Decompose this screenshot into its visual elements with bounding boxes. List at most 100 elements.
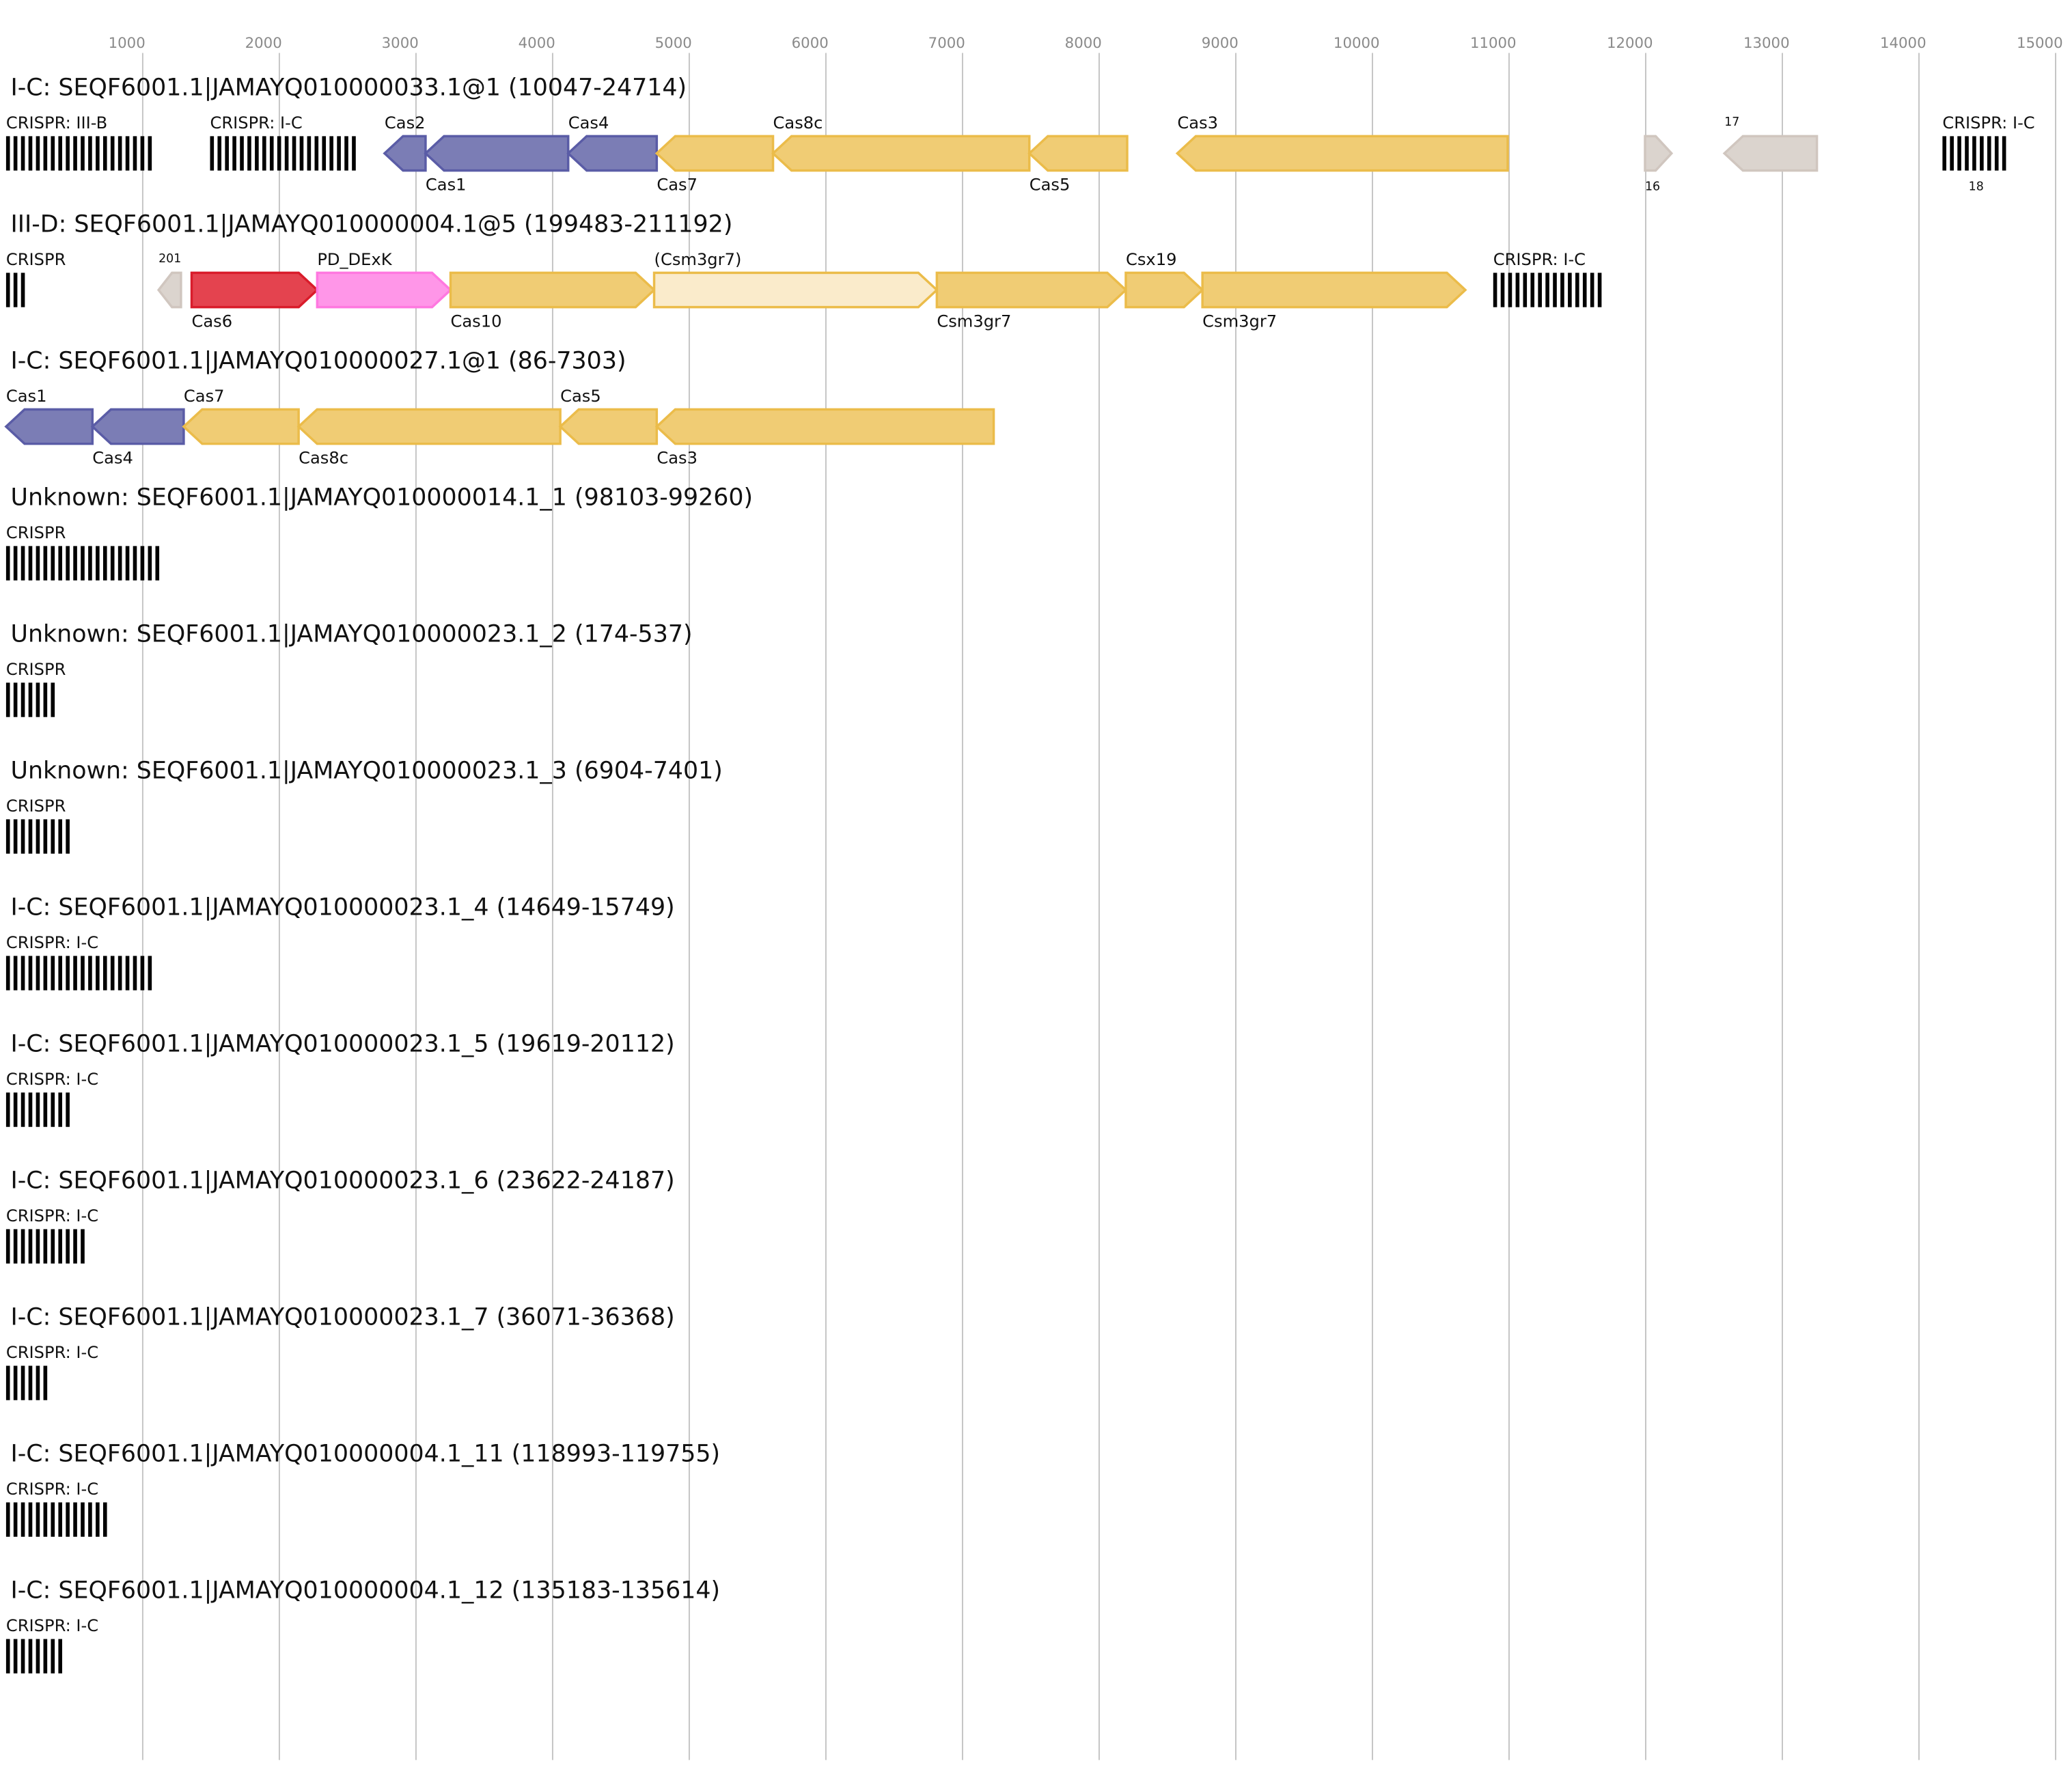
crispr-repeat bbox=[299, 136, 304, 171]
crispr-array[interactable]: CRISPR: I-C bbox=[5, 933, 152, 990]
gene-cas5[interactable]: Cas5 bbox=[1027, 135, 1129, 195]
crispr-array[interactable]: CRISPR: I-C 18 bbox=[1942, 113, 2035, 194]
crispr-array[interactable]: CRISPR: I-C bbox=[5, 1343, 98, 1400]
crispr-repeat bbox=[28, 1639, 33, 1674]
gene-cas6[interactable]: Cas6 bbox=[190, 271, 319, 331]
crispr-repeat bbox=[110, 546, 115, 581]
gene-cas10[interactable]: Cas10 bbox=[449, 271, 657, 331]
crispr-repeat bbox=[5, 1502, 10, 1537]
crispr-repeat bbox=[36, 819, 40, 854]
gene-cas1[interactable]: Cas1 bbox=[4, 387, 94, 445]
crispr-repeat bbox=[43, 1092, 48, 1127]
crispr-repeat bbox=[36, 1639, 40, 1674]
gene-label: Cas7 bbox=[184, 387, 225, 406]
locus-title: I-C: SEQF6001.1|JAMAYQ010000004.1_11 (11… bbox=[10, 1440, 720, 1467]
gene-cas7[interactable]: Cas7 bbox=[182, 387, 300, 445]
gene-17[interactable]: 17 bbox=[1722, 115, 1819, 172]
gene-label: PD_DExK bbox=[317, 250, 392, 269]
gene-arrow-right[interactable] bbox=[1201, 271, 1467, 309]
crispr-repeat bbox=[1957, 136, 1961, 171]
gene-csm3gr7[interactable]: Csm3gr7 bbox=[1201, 271, 1467, 331]
gene-cas7[interactable]: Cas7 bbox=[654, 135, 775, 195]
gene-arrow-left[interactable] bbox=[771, 135, 1031, 172]
crispr-repeat bbox=[277, 136, 281, 171]
gene--csm3gr7-[interactable]: (Csm3gr7) bbox=[652, 250, 939, 309]
crispr-array[interactable]: CRISPR: I-C bbox=[5, 1616, 98, 1674]
gene-arrow-left[interactable] bbox=[654, 135, 775, 172]
crispr-repeat bbox=[51, 1639, 55, 1674]
crispr-repeat bbox=[36, 956, 40, 990]
crispr-repeat bbox=[96, 546, 100, 581]
crispr-repeat bbox=[43, 1502, 48, 1537]
crispr-array[interactable]: CRISPR bbox=[5, 660, 66, 717]
crispr-array[interactable]: CRISPR: I-C bbox=[210, 113, 356, 171]
crispr-array[interactable]: CRISPR: I-C bbox=[5, 1206, 98, 1264]
gene-cas8c[interactable]: Cas8c bbox=[296, 408, 562, 468]
gene-cas2[interactable]: Cas2 bbox=[383, 113, 427, 172]
gene-cas4[interactable]: Cas4 bbox=[566, 113, 659, 172]
gene-arrow-right[interactable] bbox=[652, 271, 939, 309]
gene-pd-dexk[interactable]: PD_DExK bbox=[316, 250, 453, 309]
crispr-repeat bbox=[217, 136, 222, 171]
locus-track: I-C: SEQF6001.1|JAMAYQ010000033.1@1 (100… bbox=[5, 74, 2035, 195]
gene-arrow-left[interactable] bbox=[566, 135, 659, 172]
gene-arrow-right[interactable] bbox=[935, 271, 1128, 309]
crispr-repeat bbox=[13, 1639, 18, 1674]
crispr-repeat bbox=[1590, 273, 1594, 307]
crispr-array[interactable]: CRISPR: I-C bbox=[5, 1480, 107, 1537]
gene-arrow-left[interactable] bbox=[558, 408, 659, 445]
gene-arrow-left[interactable] bbox=[383, 135, 427, 172]
gene-arrow-left[interactable] bbox=[1175, 135, 1509, 172]
crispr-repeat bbox=[66, 1502, 70, 1537]
gene-arrow-right[interactable] bbox=[190, 271, 319, 309]
axis-tick-label: 2000 bbox=[245, 35, 282, 52]
crispr-repeat bbox=[81, 136, 85, 171]
gene-cas5[interactable]: Cas5 bbox=[558, 387, 659, 445]
gene-arrow-left[interactable] bbox=[156, 271, 182, 309]
gene-cas8c[interactable]: Cas8c bbox=[771, 113, 1031, 172]
crispr-repeat bbox=[73, 956, 77, 990]
crispr-array[interactable]: CRISPR: III-B bbox=[5, 113, 152, 171]
gene-arrow-left[interactable] bbox=[1027, 135, 1129, 172]
gene-cas4[interactable]: Cas4 bbox=[90, 408, 185, 468]
crispr-repeat bbox=[20, 1092, 25, 1127]
gene-arrow-right[interactable] bbox=[449, 271, 657, 309]
gene-arrow-left[interactable] bbox=[296, 408, 562, 445]
crispr-repeat bbox=[13, 956, 18, 990]
locus-track: I-C: SEQF6001.1|JAMAYQ010000023.1_6 (236… bbox=[5, 1167, 675, 1264]
gene-arrow-left[interactable] bbox=[182, 408, 300, 445]
crispr-repeat bbox=[284, 136, 289, 171]
crispr-repeat bbox=[5, 956, 10, 990]
locus-title: I-C: SEQF6001.1|JAMAYQ010000023.1_4 (146… bbox=[10, 893, 674, 921]
gene-arrow-left[interactable] bbox=[4, 408, 94, 445]
gene-201[interactable]: 201 bbox=[156, 252, 182, 309]
gene-arrow-left[interactable] bbox=[654, 408, 995, 445]
gene-arrow-right[interactable] bbox=[316, 271, 453, 309]
gene-cas3[interactable]: Cas3 bbox=[654, 408, 995, 468]
crispr-repeat bbox=[1545, 273, 1549, 307]
locus-track: Unknown: SEQF6001.1|JAMAYQ010000023.1_2 … bbox=[5, 620, 693, 717]
gene-arrow-right[interactable] bbox=[1644, 135, 1674, 172]
gene-cas1[interactable]: Cas1 bbox=[424, 135, 570, 195]
gene-arrow-left[interactable] bbox=[90, 408, 185, 445]
gene-label: 201 bbox=[158, 252, 181, 266]
crispr-array[interactable]: CRISPR bbox=[5, 796, 70, 854]
crispr-repeat bbox=[20, 546, 25, 581]
gene-16[interactable]: 16 bbox=[1644, 135, 1674, 194]
crispr-array[interactable]: CRISPR bbox=[5, 250, 66, 307]
crispr-repeat bbox=[1972, 136, 1976, 171]
crispr-array[interactable]: CRISPR bbox=[5, 523, 160, 581]
crispr-array[interactable]: CRISPR: I-C bbox=[5, 1070, 98, 1127]
gene-arrow-left[interactable] bbox=[1722, 135, 1819, 172]
crispr-repeat bbox=[133, 956, 137, 990]
gene-cas3[interactable]: Cas3 bbox=[1175, 113, 1509, 172]
crispr-repeat bbox=[58, 819, 63, 854]
crispr-repeat bbox=[1523, 273, 1528, 307]
gene-csm3gr7[interactable]: Csm3gr7 bbox=[935, 271, 1128, 331]
crispr-repeat bbox=[140, 546, 145, 581]
crispr-array[interactable]: CRISPR: I-C bbox=[1493, 250, 1602, 307]
gene-csx19[interactable]: Csx19 bbox=[1124, 250, 1204, 309]
gene-arrow-right[interactable] bbox=[1124, 271, 1204, 309]
crispr-repeat bbox=[28, 1502, 33, 1537]
gene-arrow-left[interactable] bbox=[424, 135, 570, 172]
